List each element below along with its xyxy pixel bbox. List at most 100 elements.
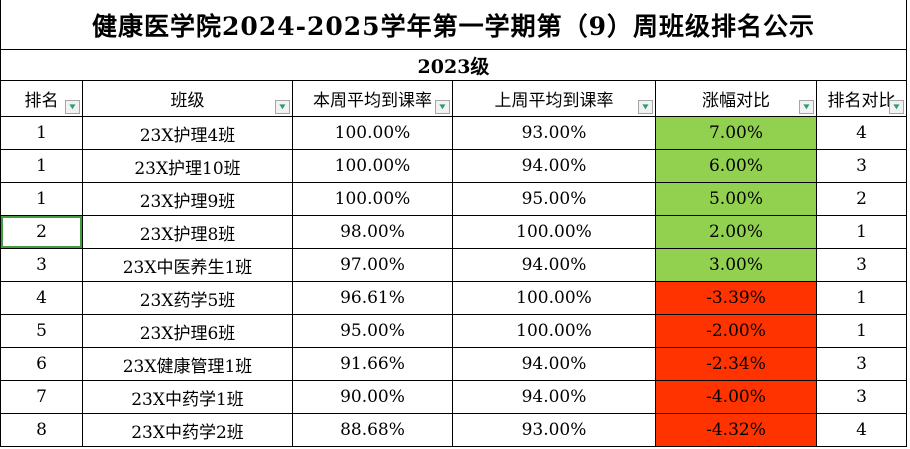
column-header-label: 上周平均到课率 [494, 91, 614, 111]
table-row: 2 23X护理8班 98.00% 100.00% 2.00% 1 [0, 215, 907, 249]
table-row: 5 23X护理6班 95.00% 100.00% -2.00% 1 [0, 314, 907, 348]
column-header-2: 本周平均到课率 ▼ [292, 80, 453, 117]
table-row: 4 23X药学5班 96.61% 100.00% -3.39% 1 [0, 281, 907, 315]
change-cell[interactable]: -4.00% [655, 380, 817, 414]
rank-change-cell[interactable]: 4 [816, 116, 907, 150]
filter-dropdown-icon: ▼ [279, 102, 286, 111]
column-header-label: 排名 [24, 91, 59, 111]
column-header-label: 涨幅对比 [702, 91, 770, 111]
column-header-label: 班级 [170, 91, 205, 111]
last-week-rate-cell[interactable]: 93.00% [452, 413, 656, 447]
change-cell[interactable]: 6.00% [655, 149, 817, 183]
filter-button[interactable]: ▼ [889, 100, 904, 114]
last-week-rate-cell[interactable]: 100.00% [452, 215, 656, 249]
table-row: 1 23X护理4班 100.00% 93.00% 7.00% 4 [0, 116, 907, 150]
class-name-cell[interactable]: 23X中医养生1班 [82, 248, 293, 282]
rank-change-cell[interactable]: 3 [816, 248, 907, 282]
class-name-cell[interactable]: 23X护理4班 [82, 116, 293, 150]
column-header-row: 排名 ▼ 班级 ▼ 本周平均到课率 ▼ 上周平均到课率 ▼ 涨幅对比 ▼ 排名对比 ▼ [0, 80, 907, 117]
class-name-cell[interactable]: 23X护理9班 [82, 182, 293, 216]
filter-button[interactable]: ▼ [275, 100, 290, 114]
rank-change-cell[interactable]: 1 [816, 314, 907, 348]
this-week-rate-cell[interactable]: 100.00% [292, 182, 453, 216]
filter-dropdown-icon: ▼ [439, 102, 446, 111]
rank-cell-selected[interactable]: 2 [0, 215, 83, 249]
this-week-rate-cell[interactable]: 98.00% [292, 215, 453, 249]
table-row: 8 23X中药学2班 88.68% 93.00% -4.32% 4 [0, 413, 907, 447]
rank-cell[interactable]: 6 [0, 347, 83, 381]
filter-button[interactable]: ▼ [799, 100, 814, 114]
table-row: 1 23X护理9班 100.00% 95.00% 5.00% 2 [0, 182, 907, 216]
class-name-cell[interactable]: 23X中药学2班 [82, 413, 293, 447]
this-week-rate-cell[interactable]: 88.68% [292, 413, 453, 447]
this-week-rate-cell[interactable]: 100.00% [292, 116, 453, 150]
class-name-cell[interactable]: 23X护理10班 [82, 149, 293, 183]
last-week-rate-cell[interactable]: 95.00% [452, 182, 656, 216]
this-week-rate-cell[interactable]: 90.00% [292, 380, 453, 414]
last-week-rate-cell[interactable]: 94.00% [452, 380, 656, 414]
class-name-cell[interactable]: 23X护理8班 [82, 215, 293, 249]
class-name-cell[interactable]: 23X药学5班 [82, 281, 293, 315]
last-week-rate-cell[interactable]: 100.00% [452, 314, 656, 348]
last-week-rate-cell[interactable]: 100.00% [452, 281, 656, 315]
filter-dropdown-icon: ▼ [893, 102, 900, 111]
table-row: 3 23X中医养生1班 97.00% 94.00% 3.00% 3 [0, 248, 907, 282]
rank-change-cell[interactable]: 3 [816, 347, 907, 381]
rank-cell[interactable]: 8 [0, 413, 83, 447]
column-header-3: 上周平均到课率 ▼ [452, 80, 656, 117]
class-name-cell[interactable]: 23X护理6班 [82, 314, 293, 348]
rank-cell[interactable]: 5 [0, 314, 83, 348]
last-week-rate-cell[interactable]: 94.00% [452, 347, 656, 381]
this-week-rate-cell[interactable]: 96.61% [292, 281, 453, 315]
last-week-rate-cell[interactable]: 94.00% [452, 248, 656, 282]
rank-change-cell[interactable]: 1 [816, 215, 907, 249]
filter-button[interactable]: ▼ [638, 100, 653, 114]
title-row: 健康医学院2024-2025学年第一学期第（9）周班级排名公示 [0, 0, 907, 50]
this-week-rate-cell[interactable]: 100.00% [292, 149, 453, 183]
rank-change-cell[interactable]: 4 [816, 413, 907, 447]
change-cell[interactable]: -2.34% [655, 347, 817, 381]
rank-change-cell[interactable]: 3 [816, 380, 907, 414]
column-header-0: 排名 ▼ [0, 80, 83, 117]
change-cell[interactable]: -3.39% [655, 281, 817, 315]
filter-button[interactable]: ▼ [65, 100, 80, 114]
table-row: 7 23X中药学1班 90.00% 94.00% -4.00% 3 [0, 380, 907, 414]
rank-change-cell[interactable]: 3 [816, 149, 907, 183]
class-name-cell[interactable]: 23X中药学1班 [82, 380, 293, 414]
page-title: 健康医学院2024-2025学年第一学期第（9）周班级排名公示 [0, 0, 907, 50]
rank-cell[interactable]: 3 [0, 248, 83, 282]
column-header-label: 排名对比 [827, 91, 896, 111]
rank-cell[interactable]: 7 [0, 380, 83, 414]
change-cell[interactable]: -4.32% [655, 413, 817, 447]
this-week-rate-cell[interactable]: 95.00% [292, 314, 453, 348]
filter-dropdown-icon: ▼ [642, 102, 649, 111]
column-header-5: 排名对比 ▼ [816, 80, 907, 117]
column-header-label: 本周平均到课率 [313, 91, 432, 111]
filter-dropdown-icon: ▼ [69, 102, 76, 111]
column-header-4: 涨幅对比 ▼ [655, 80, 817, 117]
rank-cell[interactable]: 4 [0, 281, 83, 315]
filter-button[interactable]: ▼ [435, 100, 450, 114]
change-cell[interactable]: 5.00% [655, 182, 817, 216]
rank-cell[interactable]: 1 [0, 116, 83, 150]
change-cell[interactable]: 2.00% [655, 215, 817, 249]
this-week-rate-cell[interactable]: 97.00% [292, 248, 453, 282]
filter-dropdown-icon: ▼ [803, 102, 810, 111]
this-week-rate-cell[interactable]: 91.66% [292, 347, 453, 381]
grade-header: 2023级 [0, 49, 907, 81]
change-cell[interactable]: 3.00% [655, 248, 817, 282]
rank-change-cell[interactable]: 1 [816, 281, 907, 315]
last-week-rate-cell[interactable]: 93.00% [452, 116, 656, 150]
rank-change-cell[interactable]: 2 [816, 182, 907, 216]
column-header-1: 班级 ▼ [82, 80, 293, 117]
rank-cell[interactable]: 1 [0, 149, 83, 183]
change-cell[interactable]: -2.00% [655, 314, 817, 348]
last-week-rate-cell[interactable]: 94.00% [452, 149, 656, 183]
grade-row: 2023级 [0, 49, 907, 81]
class-name-cell[interactable]: 23X健康管理1班 [82, 347, 293, 381]
rank-cell[interactable]: 1 [0, 182, 83, 216]
change-cell[interactable]: 7.00% [655, 116, 817, 150]
table-row: 6 23X健康管理1班 91.66% 94.00% -2.34% 3 [0, 347, 907, 381]
